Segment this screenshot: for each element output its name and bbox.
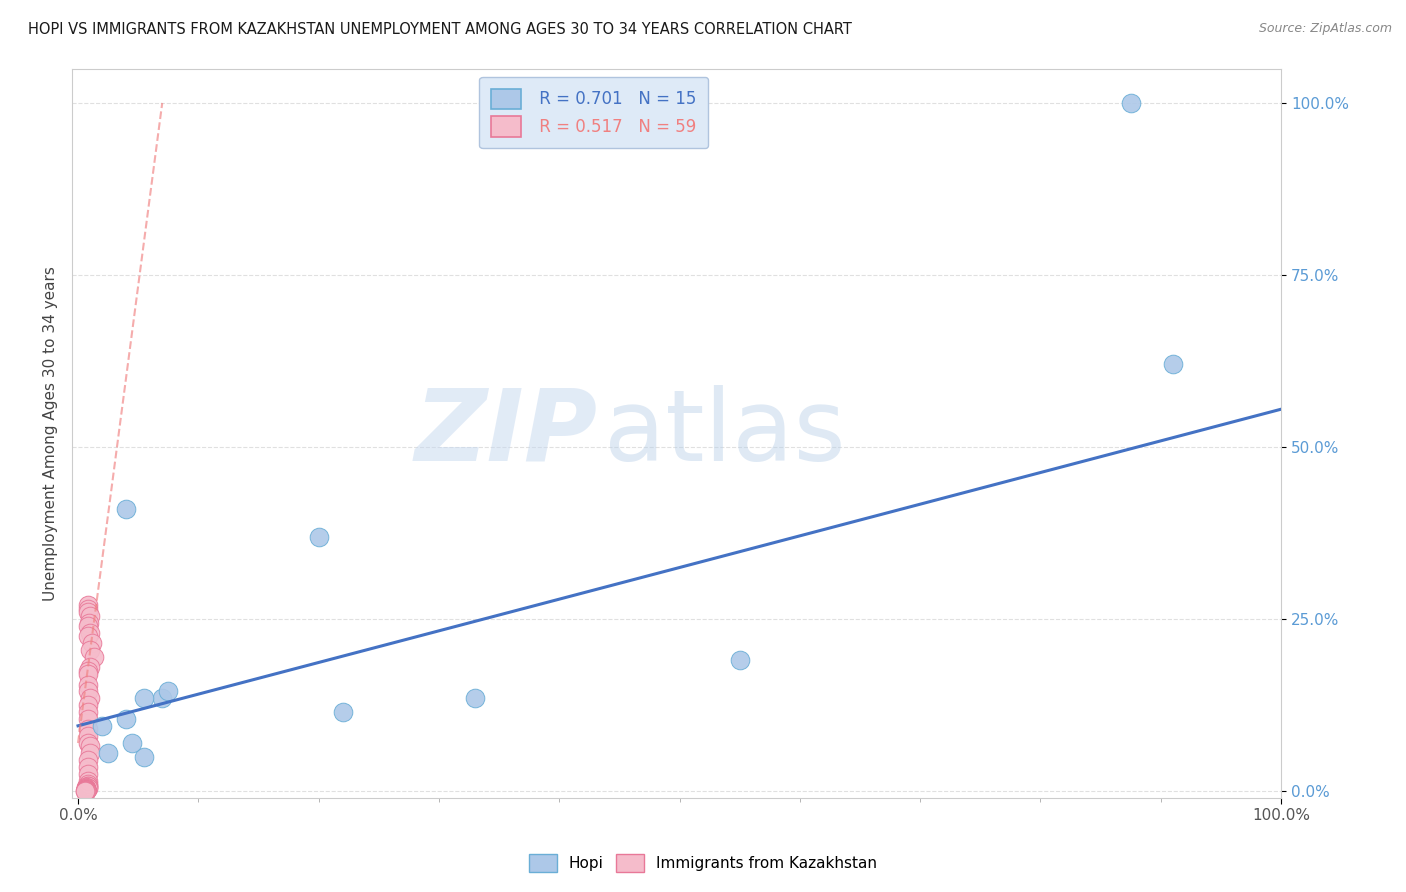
Point	[1119, 95, 1142, 110]
Point	[134, 749, 156, 764]
Point	[97, 747, 120, 761]
Point	[76, 780, 98, 795]
Point	[75, 782, 97, 797]
Point	[76, 629, 98, 643]
Point	[134, 691, 156, 706]
Point	[75, 783, 97, 797]
Point	[75, 782, 97, 797]
Point	[76, 723, 98, 737]
Point	[1161, 358, 1184, 372]
Point	[76, 684, 98, 698]
Point	[121, 736, 143, 750]
Point	[464, 691, 486, 706]
Point	[77, 615, 100, 630]
Point	[76, 781, 98, 796]
Point	[75, 782, 97, 797]
Point	[75, 783, 97, 797]
Point	[76, 779, 98, 793]
Point	[79, 643, 101, 657]
Point	[76, 664, 98, 678]
Point	[76, 602, 98, 616]
Point	[115, 712, 138, 726]
Text: ZIP: ZIP	[415, 384, 598, 482]
Point	[76, 777, 98, 791]
Point	[76, 712, 98, 726]
Point	[83, 650, 105, 665]
Point	[728, 653, 751, 667]
Point	[308, 529, 330, 543]
Point	[75, 783, 97, 797]
Point	[115, 502, 138, 516]
Point	[75, 783, 97, 797]
Point	[75, 784, 97, 798]
Point	[76, 760, 98, 774]
Point	[75, 780, 97, 794]
Point	[76, 698, 98, 713]
Point	[76, 753, 98, 767]
Point	[75, 783, 97, 797]
Point	[75, 782, 97, 797]
Y-axis label: Unemployment Among Ages 30 to 34 years: Unemployment Among Ages 30 to 34 years	[44, 266, 58, 600]
Legend: Hopi, Immigrants from Kazakhstan: Hopi, Immigrants from Kazakhstan	[522, 846, 884, 880]
Point	[82, 636, 104, 650]
Point	[75, 783, 97, 797]
Point	[76, 705, 98, 719]
Point	[76, 729, 98, 743]
Point	[157, 684, 180, 698]
Point	[75, 782, 97, 797]
Point	[332, 705, 354, 719]
Point	[79, 691, 101, 706]
Point	[75, 781, 97, 796]
Point	[75, 784, 97, 798]
Point	[79, 626, 101, 640]
Point	[76, 599, 98, 613]
Point	[76, 736, 98, 750]
Point	[76, 677, 98, 691]
Point	[79, 747, 101, 761]
Point	[76, 767, 98, 781]
Point	[150, 691, 173, 706]
Point	[76, 773, 98, 788]
Point	[75, 782, 97, 797]
Point	[75, 782, 97, 797]
Point	[75, 784, 97, 798]
Text: Source: ZipAtlas.com: Source: ZipAtlas.com	[1258, 22, 1392, 36]
Point	[76, 619, 98, 633]
Point	[75, 782, 97, 797]
Point	[79, 739, 101, 754]
Point	[75, 784, 97, 798]
Point	[76, 667, 98, 681]
Point	[75, 782, 97, 797]
Point	[76, 780, 98, 794]
Point	[75, 784, 97, 798]
Legend:  R = 0.701   N = 15,  R = 0.517   N = 59: R = 0.701 N = 15, R = 0.517 N = 59	[479, 77, 709, 148]
Point	[79, 608, 101, 623]
Point	[75, 783, 97, 797]
Point	[79, 660, 101, 674]
Point	[75, 780, 97, 795]
Text: HOPI VS IMMIGRANTS FROM KAZAKHSTAN UNEMPLOYMENT AMONG AGES 30 TO 34 YEARS CORREL: HOPI VS IMMIGRANTS FROM KAZAKHSTAN UNEMP…	[28, 22, 852, 37]
Text: atlas: atlas	[605, 384, 845, 482]
Point	[91, 719, 114, 733]
Point	[75, 783, 97, 797]
Point	[76, 605, 98, 619]
